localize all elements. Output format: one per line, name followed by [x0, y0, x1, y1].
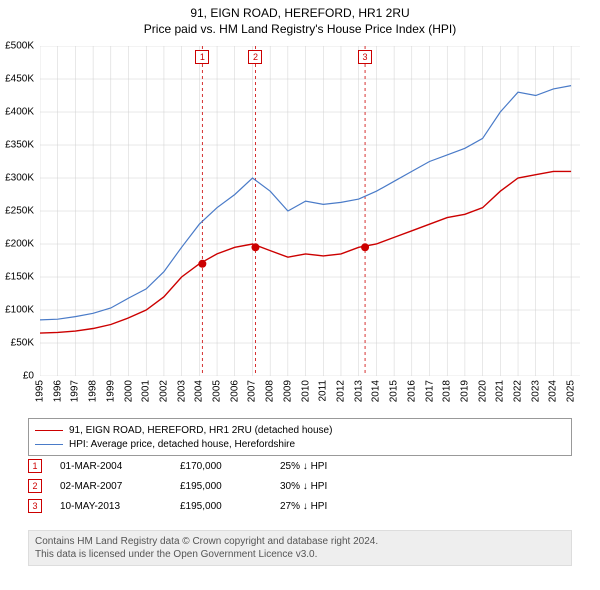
tx-delta: 25% ↓ HPI [280, 461, 380, 472]
legend: 91, EIGN ROAD, HEREFORD, HR1 2RU (detach… [28, 418, 572, 456]
transactions-table: 1 01-MAR-2004 £170,000 25% ↓ HPI 2 02-MA… [28, 456, 380, 516]
y-axis-label: £500K [5, 41, 34, 52]
x-axis-label: 2012 [335, 380, 346, 402]
marker-badge: 2 [248, 50, 262, 64]
x-axis-label: 2023 [530, 380, 541, 402]
x-axis-label: 2006 [229, 380, 240, 402]
x-axis-label: 2004 [194, 380, 205, 402]
x-axis-label: 2003 [176, 380, 187, 402]
x-axis-label: 1999 [105, 380, 116, 402]
footer-line: Contains HM Land Registry data © Crown c… [35, 535, 565, 548]
y-axis-label: £200K [5, 239, 34, 250]
x-axis-label: 2015 [389, 380, 400, 402]
chart-subtitle: Price paid vs. HM Land Registry's House … [0, 22, 600, 36]
y-axis-label: £400K [5, 107, 34, 118]
x-axis-label: 2021 [495, 380, 506, 402]
y-axis-label: £450K [5, 74, 34, 85]
x-axis-label: 1997 [70, 380, 81, 402]
legend-swatch [35, 444, 63, 445]
marker-badge: 3 [28, 499, 42, 513]
tx-price: £195,000 [180, 481, 280, 492]
legend-row: HPI: Average price, detached house, Here… [35, 437, 565, 451]
x-axis-label: 1995 [35, 380, 46, 402]
footer-line: This data is licensed under the Open Gov… [35, 548, 565, 561]
x-axis-label: 2013 [353, 380, 364, 402]
tx-price: £195,000 [180, 501, 280, 512]
transaction-row: 3 10-MAY-2013 £195,000 27% ↓ HPI [28, 496, 380, 516]
marker-badge: 1 [28, 459, 42, 473]
x-axis-label: 2017 [424, 380, 435, 402]
x-axis-label: 2019 [459, 380, 470, 402]
x-axis-label: 2011 [318, 380, 329, 402]
y-axis-label: £350K [5, 140, 34, 151]
tx-delta: 30% ↓ HPI [280, 481, 380, 492]
marker-badge: 1 [195, 50, 209, 64]
tx-date: 02-MAR-2007 [60, 481, 180, 492]
transaction-row: 1 01-MAR-2004 £170,000 25% ↓ HPI [28, 456, 380, 476]
marker-badge: 3 [358, 50, 372, 64]
legend-row: 91, EIGN ROAD, HEREFORD, HR1 2RU (detach… [35, 423, 565, 437]
chart-svg [40, 46, 580, 376]
tx-date: 10-MAY-2013 [60, 501, 180, 512]
transaction-row: 2 02-MAR-2007 £195,000 30% ↓ HPI [28, 476, 380, 496]
x-axis-label: 2025 [566, 380, 577, 402]
chart-plot-area: £0£50K£100K£150K£200K£250K£300K£350K£400… [40, 46, 580, 376]
y-axis-label: £300K [5, 173, 34, 184]
x-axis-label: 2000 [123, 380, 134, 402]
y-axis-label: £50K [11, 338, 34, 349]
y-axis-label: £250K [5, 206, 34, 217]
x-axis-label: 2020 [477, 380, 488, 402]
tx-delta: 27% ↓ HPI [280, 501, 380, 512]
x-axis-label: 2009 [282, 380, 293, 402]
x-axis-label: 2014 [371, 380, 382, 402]
legend-label: HPI: Average price, detached house, Here… [69, 439, 295, 450]
marker-badge: 2 [28, 479, 42, 493]
y-axis-label: £150K [5, 272, 34, 283]
x-axis-label: 1996 [52, 380, 63, 402]
footer-attribution: Contains HM Land Registry data © Crown c… [28, 530, 572, 566]
legend-swatch [35, 430, 63, 431]
chart-title: 91, EIGN ROAD, HEREFORD, HR1 2RU [0, 6, 600, 20]
x-axis-label: 2002 [158, 380, 169, 402]
tx-price: £170,000 [180, 461, 280, 472]
x-axis-label: 2001 [141, 380, 152, 402]
x-axis-label: 1998 [88, 380, 99, 402]
x-axis-label: 2008 [265, 380, 276, 402]
legend-label: 91, EIGN ROAD, HEREFORD, HR1 2RU (detach… [69, 425, 332, 436]
x-axis-label: 2010 [300, 380, 311, 402]
tx-date: 01-MAR-2004 [60, 461, 180, 472]
x-axis-label: 2016 [406, 380, 417, 402]
x-axis-label: 2007 [247, 380, 258, 402]
y-axis-label: £0 [23, 371, 34, 382]
x-axis-label: 2022 [513, 380, 524, 402]
y-axis-label: £100K [5, 305, 34, 316]
x-axis-label: 2024 [548, 380, 559, 402]
x-axis-label: 2018 [442, 380, 453, 402]
x-axis-label: 2005 [212, 380, 223, 402]
